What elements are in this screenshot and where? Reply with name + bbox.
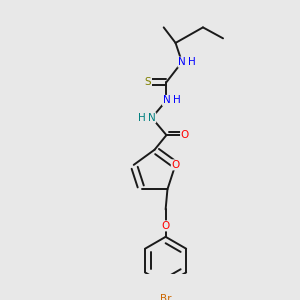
Text: N: N	[148, 113, 156, 123]
Text: N: N	[163, 95, 170, 105]
Text: S: S	[145, 77, 152, 87]
Text: O: O	[161, 221, 170, 231]
Text: H: H	[138, 113, 146, 123]
Text: H: H	[188, 57, 196, 67]
Text: N: N	[178, 57, 186, 67]
Text: O: O	[181, 130, 189, 140]
Text: Br: Br	[160, 294, 171, 300]
Text: O: O	[171, 160, 179, 170]
Text: H: H	[173, 95, 181, 105]
